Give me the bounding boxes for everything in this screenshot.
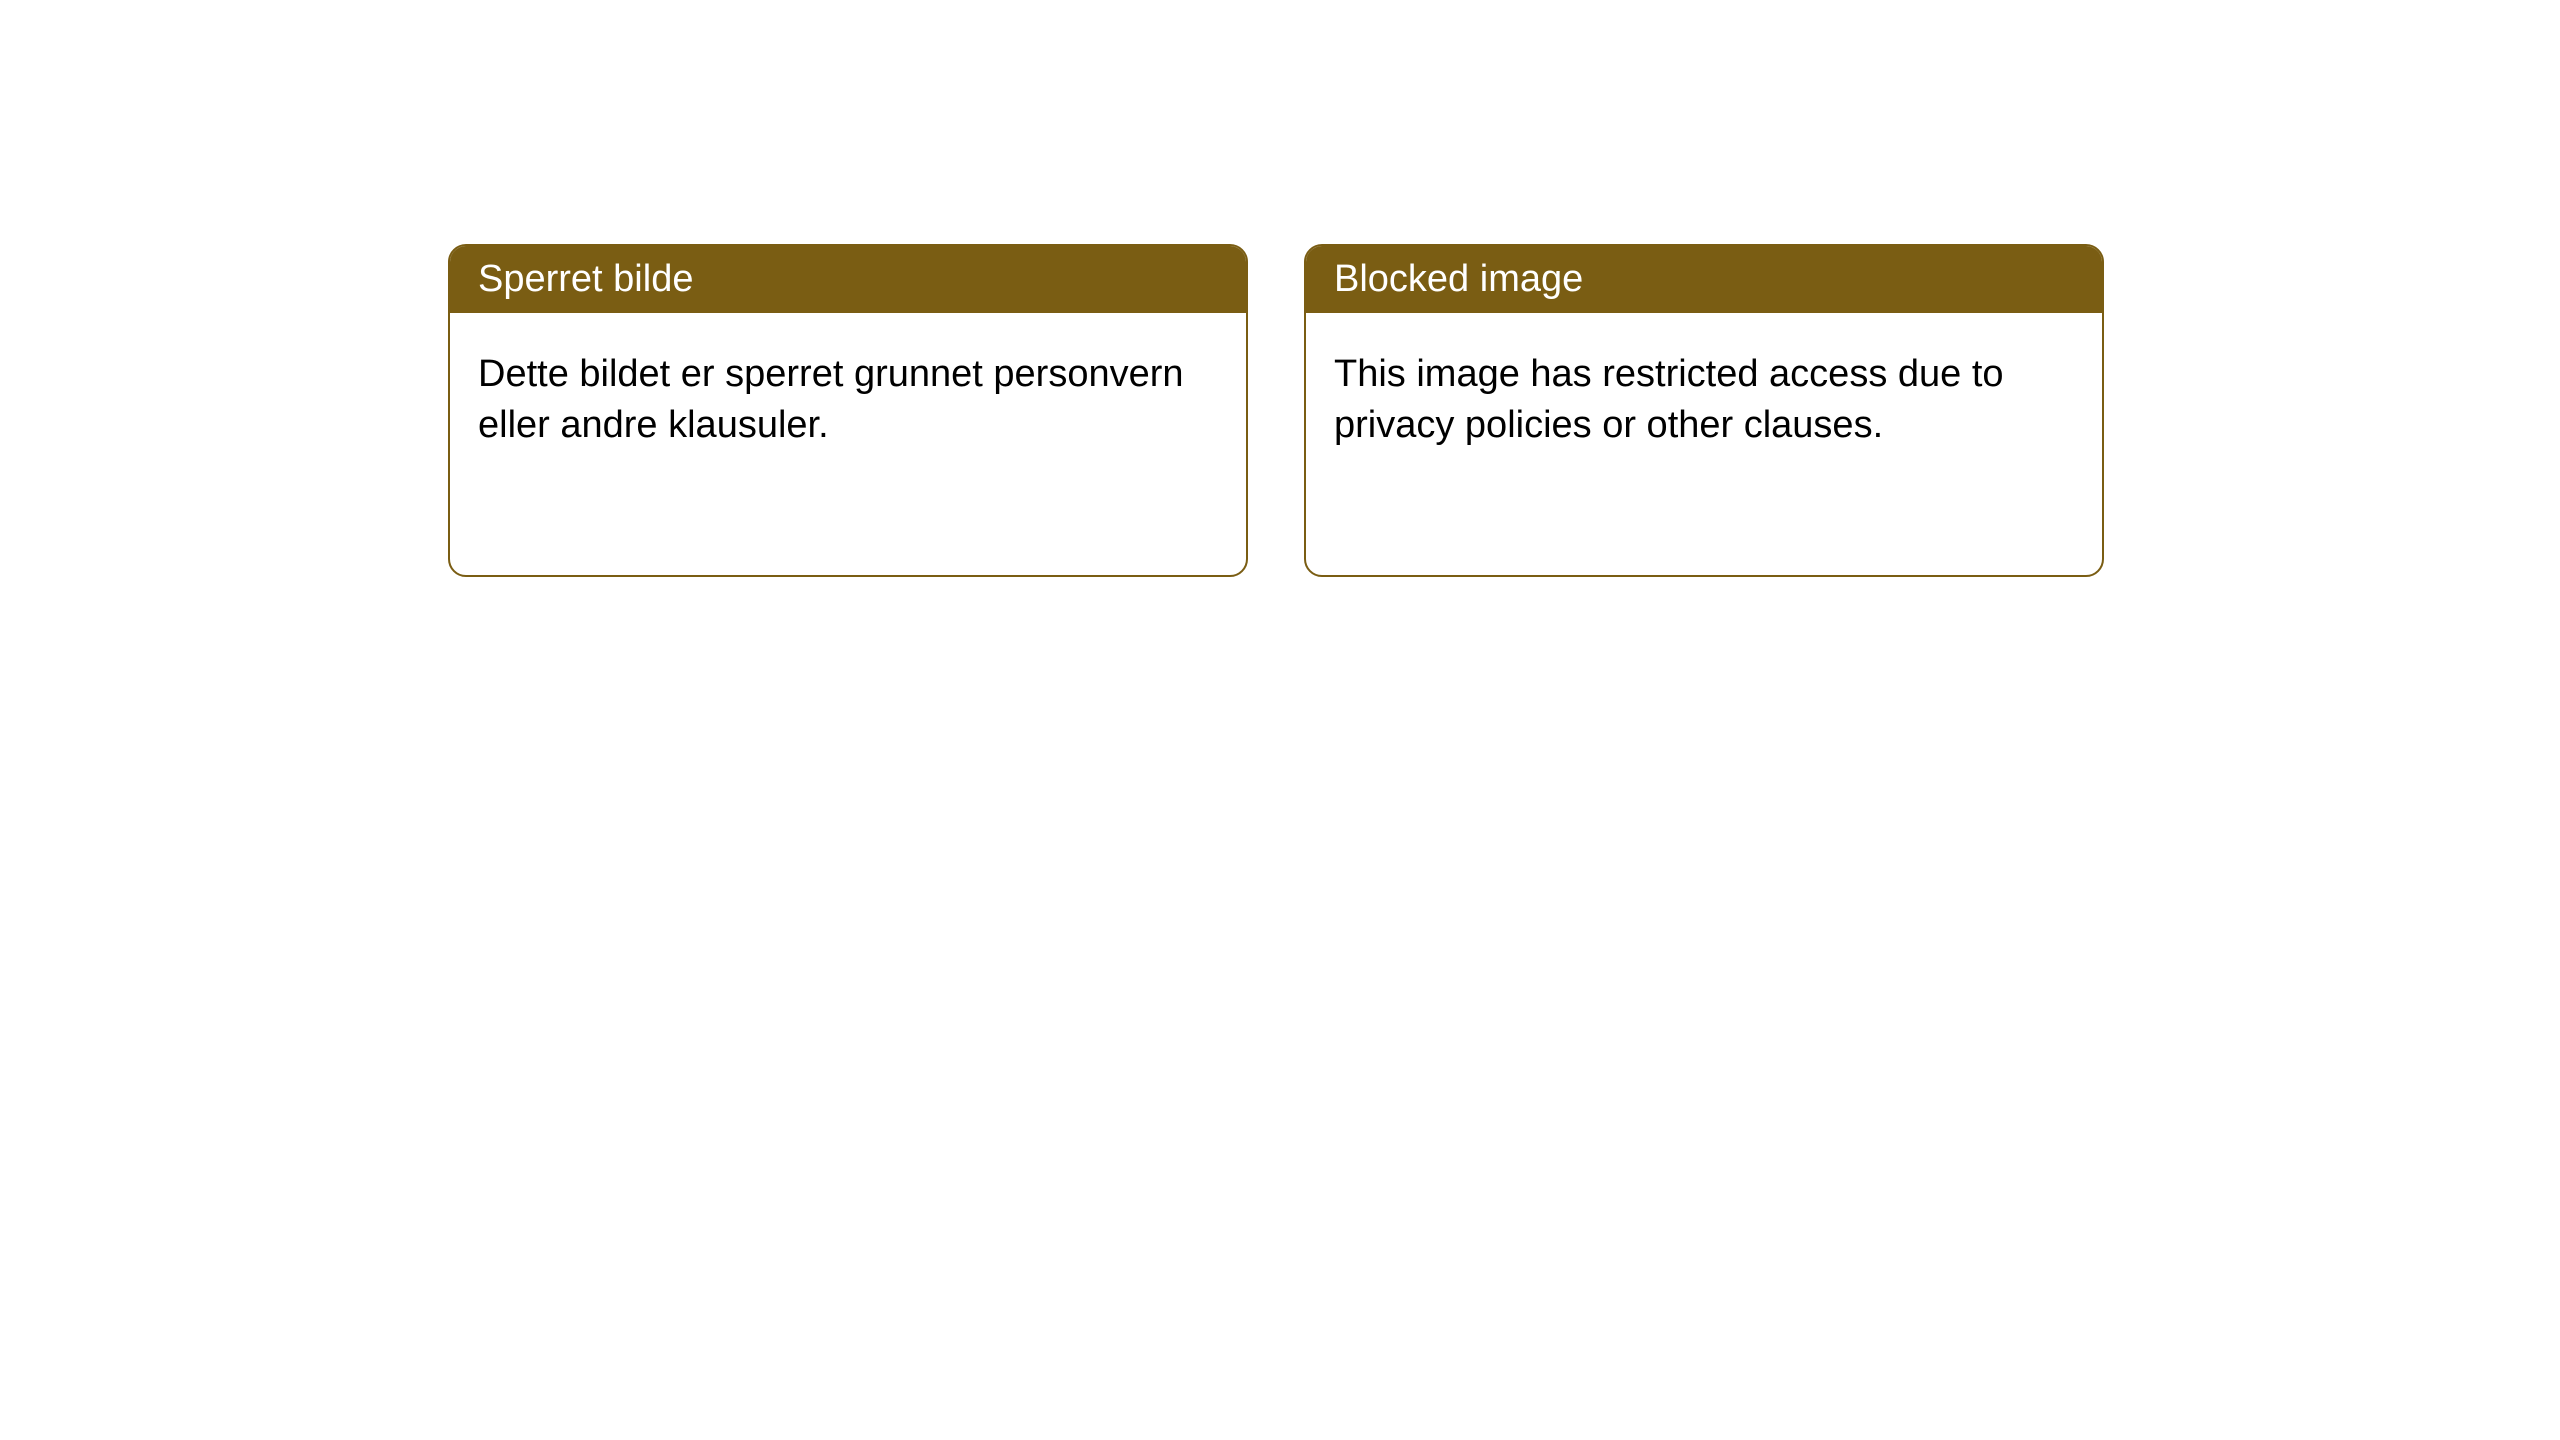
card-text-norwegian: Dette bildet er sperret grunnet personve… <box>478 353 1184 446</box>
card-title-norwegian: Sperret bilde <box>478 258 693 300</box>
card-header-norwegian: Sperret bilde <box>450 246 1246 313</box>
card-text-english: This image has restricted access due to … <box>1334 353 2004 446</box>
blocked-image-card-english: Blocked image This image has restricted … <box>1304 244 2104 577</box>
card-title-english: Blocked image <box>1334 258 1583 300</box>
card-header-english: Blocked image <box>1306 246 2102 313</box>
card-container: Sperret bilde Dette bildet er sperret gr… <box>0 0 2560 577</box>
card-body-english: This image has restricted access due to … <box>1306 313 2102 488</box>
blocked-image-card-norwegian: Sperret bilde Dette bildet er sperret gr… <box>448 244 1248 577</box>
card-body-norwegian: Dette bildet er sperret grunnet personve… <box>450 313 1246 488</box>
